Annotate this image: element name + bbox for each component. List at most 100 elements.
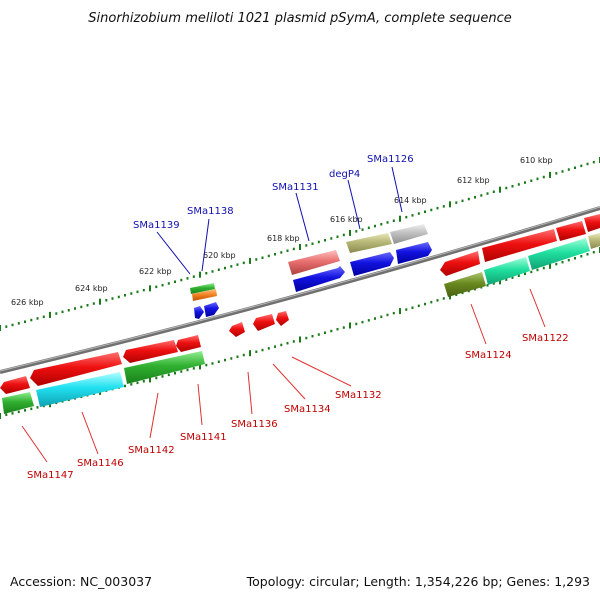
outer-minor-tick [411, 214, 414, 217]
gene-sma1124-olive[interactable] [444, 272, 486, 297]
outer-minor-tick [180, 278, 183, 282]
inner-minor-tick [524, 272, 526, 276]
outer-minor-tick [574, 166, 576, 169]
label-sma1131[interactable]: SMa1131 [272, 182, 319, 193]
inner-minor-tick [336, 328, 339, 331]
gene-teal-2[interactable] [484, 257, 530, 285]
gene-green-l2[interactable] [2, 392, 34, 414]
gene-blue-2[interactable] [350, 252, 394, 276]
outer-minor-tick [505, 186, 508, 190]
outer-minor-tick [67, 309, 70, 312]
gene-green-l1[interactable] [124, 351, 205, 384]
label-sma1138[interactable]: SMa1138 [187, 206, 234, 217]
label-sma1139[interactable]: SMa1139 [133, 220, 180, 231]
leader-sma1126 [391, 166, 403, 213]
inner-major-tick [249, 350, 251, 357]
outer-minor-tick [536, 177, 539, 181]
gene-red-r3[interactable] [482, 229, 557, 262]
inner-minor-tick [255, 350, 258, 353]
label-sma1126[interactable]: SMa1126 [367, 154, 414, 165]
label-degp4[interactable]: degP4 [329, 169, 360, 180]
outer-minor-tick [11, 323, 14, 327]
tick-labels: 610 kbp 612 kbp 614 kbp 616 kbp 618 kbp … [11, 156, 553, 307]
outer-minor-tick [317, 240, 320, 244]
outer-minor-tick [61, 310, 64, 314]
gene-red-r4[interactable] [440, 251, 480, 276]
gene-khaki-r[interactable] [588, 233, 600, 249]
inner-minor-tick [555, 262, 558, 266]
outer-minor-tick [430, 208, 433, 212]
gene-sma1139-blue[interactable] [194, 306, 204, 319]
outer-minor-tick [292, 247, 295, 251]
label-sma1122[interactable]: SMa1122 [522, 333, 569, 344]
inner-minor-tick [224, 358, 226, 362]
lower-labels: SMa1122 SMa1124 SMa1132 SMa1134 SMa1136 … [27, 333, 569, 481]
outer-minor-tick [336, 235, 339, 238]
gene-degp4[interactable] [346, 233, 392, 253]
outer-minor-tick [74, 307, 76, 310]
inner-major-tick [399, 308, 401, 315]
inner-minor-tick [236, 355, 239, 358]
inner-minor-tick [461, 291, 464, 295]
label-sma1132[interactable]: SMa1132 [335, 390, 382, 401]
inner-minor-tick [36, 406, 39, 409]
outer-minor-tick [30, 318, 33, 322]
gene-blue-small[interactable] [204, 302, 219, 317]
outer-minor-tick [80, 305, 83, 309]
gene-red-l1[interactable] [176, 335, 201, 352]
outer-minor-tick [467, 197, 470, 201]
gene-sma1138-orange[interactable] [192, 289, 217, 301]
inner-minor-tick [317, 333, 320, 336]
outer-minor-tick [567, 168, 570, 171]
inner-minor-tick [505, 278, 508, 281]
outer-minor-tick [192, 275, 195, 278]
outer-major-tick [299, 244, 301, 250]
gene-red-l2[interactable] [123, 340, 178, 363]
inner-minor-tick [311, 335, 314, 338]
label-sma1124[interactable]: SMa1124 [465, 350, 512, 361]
outer-minor-tick [17, 322, 20, 325]
inner-minor-tick [267, 347, 270, 350]
label-sma1141[interactable]: SMa1141 [180, 432, 227, 443]
gene-sma1131[interactable] [288, 250, 340, 275]
outer-minor-tick [142, 288, 145, 292]
gene-sma1126[interactable] [390, 224, 428, 244]
inner-major-tick [199, 363, 201, 370]
label-sma1146[interactable]: SMa1146 [77, 458, 124, 469]
label-sma1147[interactable]: SMa1147 [27, 470, 74, 481]
gene-blue-3[interactable] [396, 242, 432, 264]
gene-red-r1[interactable] [584, 214, 600, 232]
label-sma1142[interactable]: SMa1142 [128, 445, 175, 456]
gene-red-m1[interactable] [229, 322, 245, 337]
leader-degp4 [347, 179, 361, 230]
gene-cyan-l1[interactable] [36, 372, 124, 407]
inner-major-tick [299, 336, 301, 343]
gene-red-m2[interactable] [253, 314, 275, 331]
label-sma1136[interactable]: SMa1136 [231, 419, 278, 430]
outer-minor-tick [255, 258, 258, 261]
gene-red-l4[interactable] [0, 376, 30, 394]
outer-minor-tick [330, 237, 333, 240]
outer-minor-tick [5, 325, 8, 328]
gene-blue-1[interactable] [293, 266, 345, 292]
leader-sma1122 [529, 288, 546, 328]
outer-minor-tick [524, 181, 526, 184]
lower-leaders [21, 288, 546, 463]
label-sma1134[interactable]: SMa1134 [284, 404, 331, 415]
gene-sma1138-green[interactable] [190, 283, 215, 294]
inner-minor-tick [367, 319, 370, 322]
gene-red-m3[interactable] [276, 311, 289, 326]
inner-minor-tick [211, 362, 214, 365]
inner-major-tick [499, 278, 501, 285]
inner-minor-tick [167, 373, 170, 377]
inner-minor-tick [124, 384, 126, 388]
gene-red-r2[interactable] [556, 221, 586, 241]
gene-red-l3[interactable] [30, 352, 122, 386]
outer-minor-tick [280, 251, 283, 254]
outer-minor-tick [274, 253, 276, 256]
inner-minor-tick [11, 412, 14, 415]
gene-teal-1[interactable] [528, 238, 590, 270]
inner-minor-tick [561, 260, 564, 264]
outer-minor-tick [455, 201, 458, 204]
